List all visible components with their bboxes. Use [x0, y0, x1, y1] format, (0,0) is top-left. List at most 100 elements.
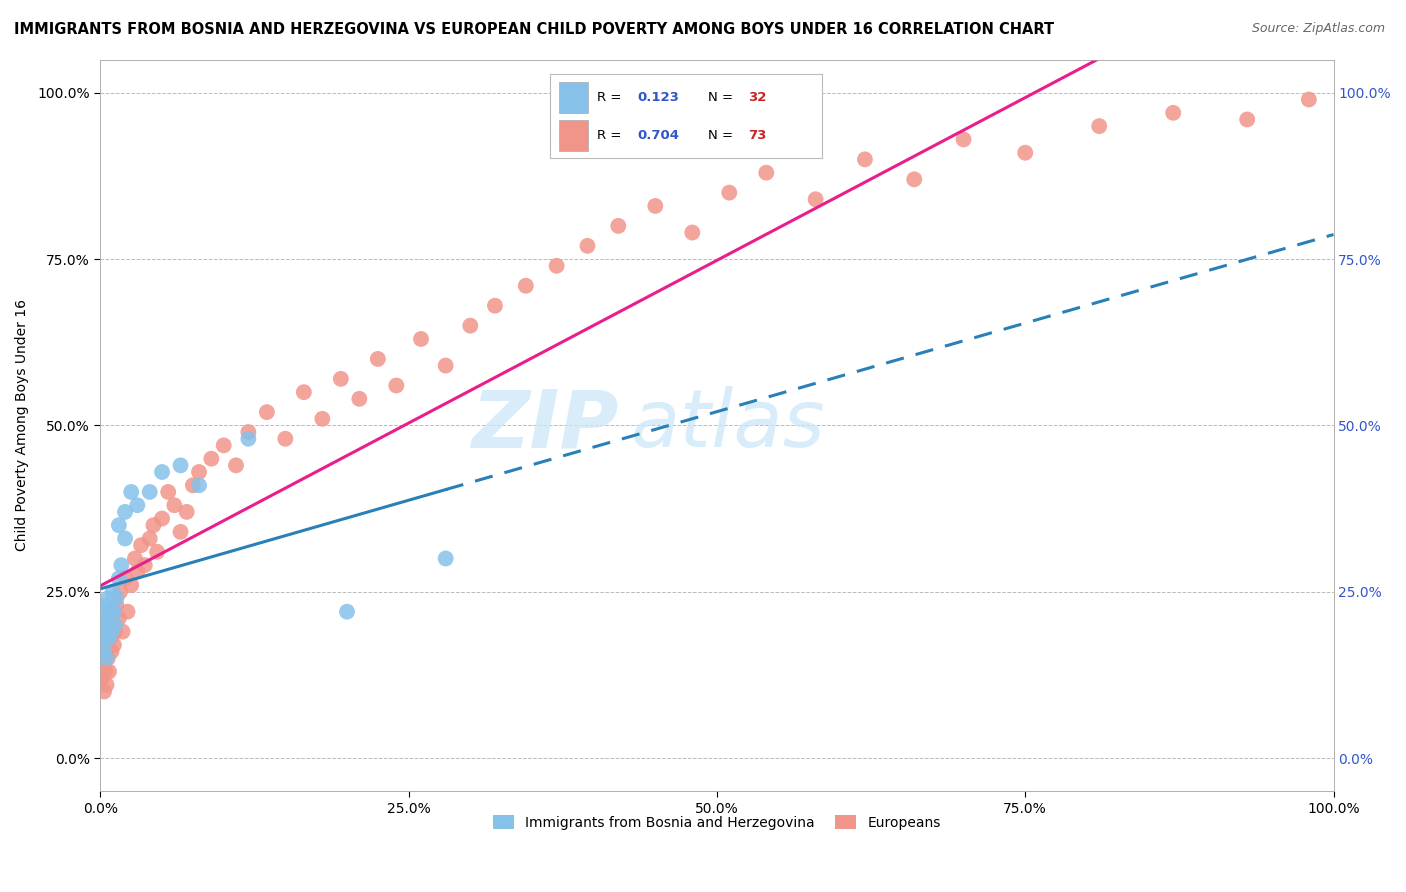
Point [150, 465, 173, 479]
Point [108, 611, 131, 625]
Point [681, 226, 703, 240]
Point [110, 558, 132, 573]
Point [104, 618, 127, 632]
Point [256, 405, 278, 419]
Point [111, 624, 134, 639]
Point [188, 478, 211, 492]
Point [108, 584, 131, 599]
Point [367, 351, 389, 366]
Point [108, 518, 131, 533]
Point [336, 605, 359, 619]
Point [484, 299, 506, 313]
Y-axis label: Child Poverty Among Boys Under 16: Child Poverty Among Boys Under 16 [15, 300, 30, 551]
Point [903, 172, 925, 186]
Point [127, 565, 149, 579]
Point [607, 219, 630, 233]
Point [329, 372, 352, 386]
Point [98, 632, 121, 646]
Point [120, 578, 142, 592]
Point [274, 432, 297, 446]
Point [114, 505, 136, 519]
Point [181, 478, 204, 492]
Point [718, 186, 741, 200]
Point [138, 532, 160, 546]
Point [515, 278, 537, 293]
Point [169, 524, 191, 539]
Point [105, 598, 128, 612]
Point [138, 485, 160, 500]
Point [97, 651, 120, 665]
Point [100, 624, 122, 639]
Point [96, 598, 118, 612]
Point [96, 638, 118, 652]
Point [90, 671, 112, 685]
Point [146, 545, 169, 559]
Point [804, 192, 827, 206]
Point [97, 591, 120, 606]
Point [94, 632, 117, 646]
Point [188, 465, 211, 479]
Point [90, 632, 112, 646]
Point [1161, 105, 1184, 120]
Point [91, 624, 114, 639]
Point [576, 239, 599, 253]
Point [98, 632, 121, 646]
Point [93, 644, 115, 658]
Point [93, 684, 115, 698]
Point [96, 651, 118, 665]
Point [124, 551, 146, 566]
Point [853, 153, 876, 167]
Point [212, 438, 235, 452]
Point [91, 657, 114, 672]
Legend: Immigrants from Bosnia and Herzegovina, Europeans: Immigrants from Bosnia and Herzegovina, … [488, 810, 946, 836]
Point [108, 571, 131, 585]
Point [169, 458, 191, 473]
Point [96, 678, 118, 692]
Point [238, 425, 260, 439]
Point [200, 451, 222, 466]
Point [434, 551, 457, 566]
Point [311, 411, 333, 425]
Point [755, 166, 778, 180]
Text: atlas: atlas [631, 386, 825, 465]
Point [1014, 145, 1036, 160]
Point [93, 644, 115, 658]
Point [434, 359, 457, 373]
Point [114, 532, 136, 546]
Point [952, 132, 974, 146]
Point [1298, 93, 1320, 107]
Point [90, 638, 112, 652]
Point [134, 558, 156, 573]
Point [1236, 112, 1258, 127]
Point [117, 605, 139, 619]
Text: ZIP: ZIP [471, 386, 619, 465]
Text: IMMIGRANTS FROM BOSNIA AND HERZEGOVINA VS EUROPEAN CHILD POVERTY AMONG BOYS UNDE: IMMIGRANTS FROM BOSNIA AND HERZEGOVINA V… [14, 22, 1054, 37]
Point [644, 199, 666, 213]
Point [105, 591, 128, 606]
Point [1088, 119, 1111, 133]
Point [103, 638, 125, 652]
Text: Source: ZipAtlas.com: Source: ZipAtlas.com [1251, 22, 1385, 36]
Point [129, 538, 152, 552]
Point [91, 618, 114, 632]
Point [94, 665, 117, 679]
Point [385, 378, 408, 392]
Point [409, 332, 432, 346]
Point [238, 432, 260, 446]
Point [103, 605, 125, 619]
Point [127, 498, 149, 512]
Point [176, 505, 198, 519]
Point [292, 385, 315, 400]
Point [460, 318, 482, 333]
Point [98, 665, 121, 679]
Point [93, 618, 115, 632]
Point [97, 611, 120, 625]
Point [97, 618, 120, 632]
Point [101, 584, 124, 599]
Point [349, 392, 371, 406]
Point [98, 605, 121, 619]
Point [142, 518, 165, 533]
Point [101, 618, 124, 632]
Point [225, 458, 247, 473]
Point [98, 605, 121, 619]
